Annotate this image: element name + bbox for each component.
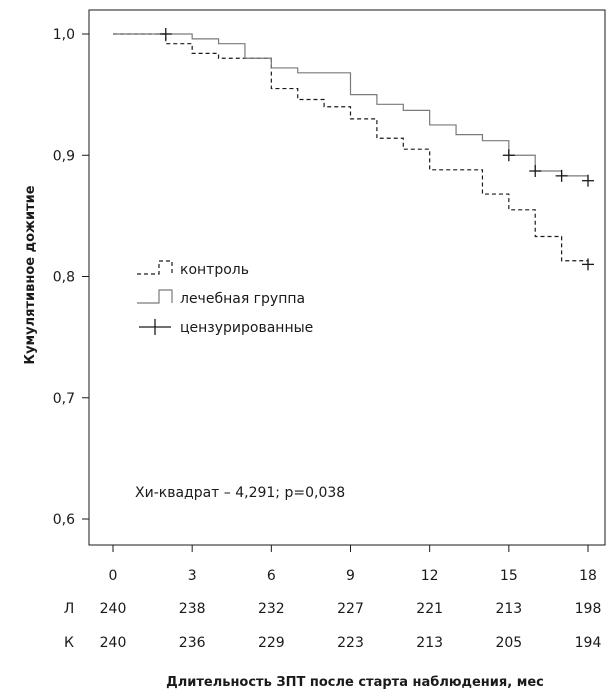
y-axis-title: Кумулятивное дожитие	[23, 185, 38, 364]
risk-value: 240	[100, 601, 127, 617]
y-tick-label: 1,0	[53, 27, 75, 43]
risk-value: 232	[258, 601, 285, 617]
risk-value: 238	[179, 601, 206, 617]
legend-label: контроль	[180, 262, 249, 278]
x-tick-label: 15	[500, 568, 518, 584]
chi-square-annotation: Хи-квадрат – 4,291; p=0,038	[135, 485, 345, 501]
x-tick-label: 12	[421, 568, 439, 584]
x-axis-title: Длительность ЗПТ после старта наблюдения…	[166, 675, 544, 690]
risk-row-label: Л	[64, 601, 75, 617]
x-tick-label: 6	[267, 568, 276, 584]
risk-value: 198	[575, 601, 602, 617]
risk-value: 213	[416, 635, 443, 651]
legend-label: цензурированные	[180, 320, 313, 336]
legend-label: лечебная группа	[180, 291, 305, 307]
risk-row-label: К	[64, 635, 74, 651]
x-tick-label: 3	[188, 568, 197, 584]
series-control-line	[113, 33, 589, 265]
x-tick-label: 18	[579, 568, 597, 584]
series-treatment-line	[113, 33, 589, 181]
y-tick-label: 0,7	[53, 391, 75, 407]
legend-treatment-swatch	[137, 289, 173, 304]
risk-value: 240	[100, 635, 127, 651]
legend-control-swatch	[137, 260, 173, 275]
risk-value: 236	[179, 635, 206, 651]
risk-value: 223	[337, 635, 364, 651]
x-tick-label: 0	[109, 568, 118, 584]
risk-value: 229	[258, 635, 285, 651]
risk-value: 221	[416, 601, 443, 617]
y-tick-label: 0,6	[53, 512, 75, 528]
risk-value: 205	[495, 635, 522, 651]
y-tick-label: 0,8	[53, 270, 75, 286]
risk-value: 227	[337, 601, 364, 617]
risk-value: 194	[575, 635, 602, 651]
x-tick-label: 9	[346, 568, 355, 584]
plot-frame	[88, 9, 606, 546]
risk-value: 213	[495, 601, 522, 617]
y-tick-label: 0,9	[53, 148, 75, 164]
